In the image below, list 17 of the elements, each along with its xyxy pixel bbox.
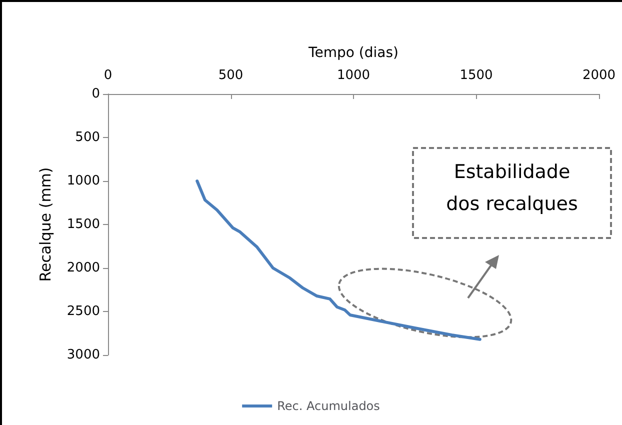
x-tick-label: 1000 bbox=[336, 68, 370, 83]
y-tick-label: 0 bbox=[92, 86, 100, 102]
annotation: Estabilidade dos recalques bbox=[446, 161, 578, 215]
y-tick-label: 1500 bbox=[66, 217, 100, 232]
y-tick-label: 3000 bbox=[66, 348, 100, 362]
y-axis-title: Recalque (mm) bbox=[36, 167, 54, 282]
y-tick-label: 2500 bbox=[66, 304, 100, 319]
y-tick-label: 2000 bbox=[66, 260, 100, 276]
x-tick-label: 1500 bbox=[460, 68, 493, 83]
x-tick-label: 500 bbox=[218, 68, 244, 83]
y-tick-label: 500 bbox=[75, 130, 100, 145]
legend-label: Rec. Acumulados bbox=[277, 399, 380, 413]
x-tick-label: 2000 bbox=[582, 68, 616, 83]
x-axis-title: Tempo (dias) bbox=[308, 45, 398, 61]
y-tick-label: 1000 bbox=[66, 174, 100, 188]
line-series bbox=[196, 180, 482, 341]
x-tick-label: 0 bbox=[104, 68, 112, 83]
